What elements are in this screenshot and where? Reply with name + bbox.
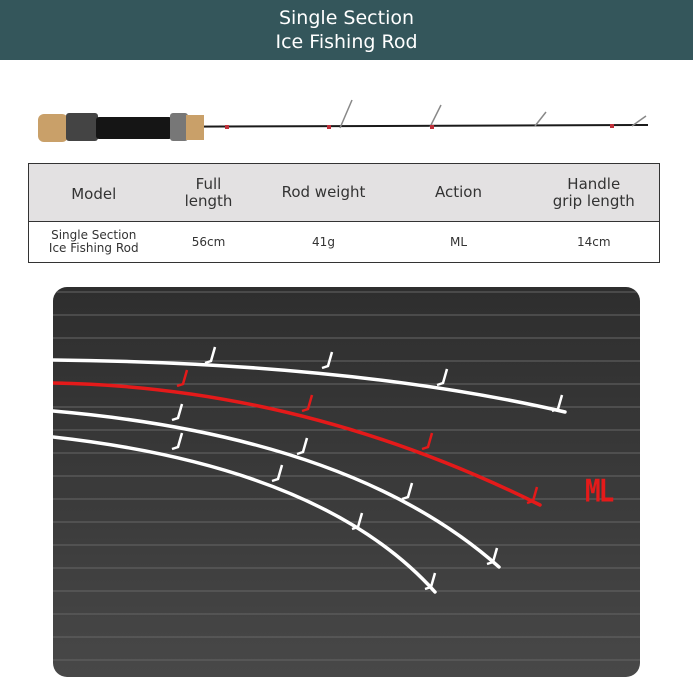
rod-guide [436, 368, 449, 387]
rod-product-image [38, 99, 649, 142]
rod-guide [401, 482, 414, 501]
action-label: ML [585, 474, 614, 510]
rod-curve [53, 409, 501, 569]
col-rod-weight: Rod weight [259, 164, 389, 222]
cell-action: ML [449, 234, 468, 249]
col-label: Handle [567, 174, 621, 193]
spec-table: Model Full length Rod weight Action Handl… [28, 163, 660, 263]
col-label: length [184, 191, 233, 210]
model-line: Single Section [51, 228, 137, 242]
col-handle-grip: Handle grip length [529, 164, 660, 222]
cell-handle-grip: 14cm [576, 234, 611, 249]
col-label: Full [195, 174, 222, 193]
spec-table-header: Model Full length Rod weight Action Handl… [28, 163, 660, 222]
rod-guide [421, 432, 434, 451]
rod-guide [204, 346, 217, 365]
title-line-1: Single Section [278, 7, 415, 29]
rod-guide [424, 572, 437, 591]
rod-guide [271, 464, 284, 483]
rod-curve [53, 435, 437, 594]
cell-full-length: 56cm [191, 234, 226, 249]
col-action: Action [389, 164, 529, 222]
rod-guide [486, 547, 499, 566]
rod-curve [53, 381, 542, 507]
rod-curve [53, 358, 567, 414]
rod-guide [321, 351, 334, 370]
cell-rod-weight: 41g [312, 234, 335, 249]
model-line: Ice Fishing Rod [48, 241, 139, 255]
action-curves [53, 291, 640, 661]
cell-model: Single Section Ice Fishing Rod [29, 222, 159, 263]
table-row: Single Section Ice Fishing Rod 56cm 41g M… [29, 222, 660, 263]
col-label: Action [435, 183, 482, 201]
rod-guide [351, 512, 364, 531]
rod-guide [301, 394, 314, 413]
title-line-2: Ice Fishing Rod [275, 31, 418, 53]
col-full-length: Full length [159, 164, 259, 222]
col-label: Rod weight [281, 183, 366, 201]
col-label: Model [71, 185, 117, 203]
rod-guide [171, 403, 184, 422]
title-banner: Single Section Ice Fishing Rod [0, 0, 693, 60]
col-model: Model [29, 164, 159, 222]
rod-guide [176, 369, 189, 388]
rod-guide [551, 394, 564, 413]
action-curve-panel: ML [53, 287, 640, 677]
rod-guide [296, 437, 309, 456]
rod-guide [526, 486, 539, 505]
rod-guide [171, 432, 184, 451]
col-label: grip length [552, 191, 635, 210]
